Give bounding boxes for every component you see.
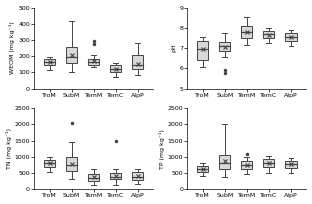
Bar bbox=[285, 33, 296, 41]
Bar bbox=[219, 42, 230, 51]
Bar bbox=[110, 173, 121, 179]
Bar bbox=[219, 155, 230, 169]
Y-axis label: pH: pH bbox=[171, 44, 176, 52]
Y-axis label: TP (mg kg⁻¹): TP (mg kg⁻¹) bbox=[159, 129, 165, 169]
Bar bbox=[241, 161, 252, 169]
Bar bbox=[88, 59, 99, 65]
Bar bbox=[44, 59, 55, 65]
Bar bbox=[110, 65, 121, 72]
Bar bbox=[263, 31, 275, 38]
Bar bbox=[263, 160, 275, 167]
Bar bbox=[66, 156, 77, 171]
Bar bbox=[66, 47, 77, 63]
Y-axis label: WEOM (mg kg⁻¹): WEOM (mg kg⁻¹) bbox=[9, 22, 15, 74]
Bar bbox=[132, 172, 143, 180]
Bar bbox=[88, 174, 99, 181]
Bar bbox=[285, 161, 296, 168]
Bar bbox=[132, 55, 143, 69]
Bar bbox=[197, 166, 208, 172]
Bar bbox=[241, 26, 252, 38]
Y-axis label: TN (mg kg⁻¹): TN (mg kg⁻¹) bbox=[6, 128, 12, 169]
Bar bbox=[197, 41, 208, 60]
Bar bbox=[44, 160, 55, 167]
